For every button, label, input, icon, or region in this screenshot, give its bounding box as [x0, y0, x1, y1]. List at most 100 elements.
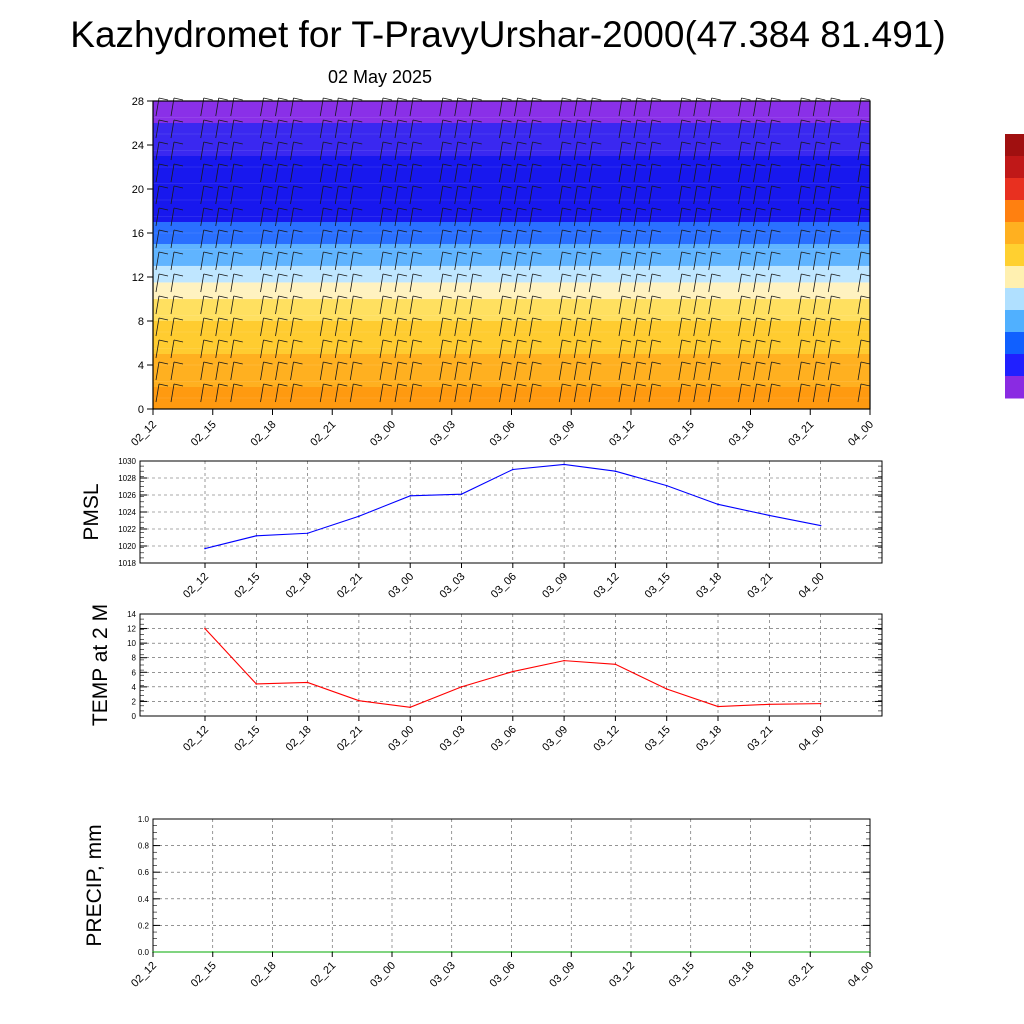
wind-barb-feather [203, 361, 213, 365]
wind-barb [827, 251, 832, 271]
wind-barb [379, 273, 384, 293]
wind-barb-feather [801, 339, 811, 343]
wind-barb-feather [741, 383, 751, 387]
wind-barb [200, 317, 205, 337]
wind-barb [349, 361, 354, 381]
wind-barb [260, 141, 264, 161]
wind-barb-feather [412, 339, 423, 343]
data-point [563, 463, 565, 466]
wind-barb-feather [323, 295, 333, 299]
wind-barb-feather [323, 361, 333, 365]
wind-barb-feather [442, 185, 452, 189]
wind-barb-feather [562, 119, 572, 123]
wind-barb-feather [696, 383, 706, 387]
wind-barb-feather [233, 251, 243, 255]
wind-barb-feather [338, 251, 348, 255]
wind-barb [648, 273, 653, 293]
wind-barb-feather [592, 383, 602, 387]
wind-barb [812, 251, 817, 271]
wind-barb [514, 383, 518, 403]
wind-barb-feather [158, 339, 169, 343]
wind-barb [215, 339, 220, 359]
wind-barb-feather [621, 141, 632, 145]
wind-barb-feather [771, 163, 781, 167]
wind-barb [812, 383, 817, 403]
x-tick-label: 03_21 [745, 724, 775, 754]
wind-barb-feather [338, 273, 348, 277]
x-tick-label: 03_00 [386, 724, 416, 754]
wind-barb [708, 229, 713, 249]
wind-barb [215, 273, 220, 293]
wind-barb [275, 251, 279, 271]
y-tick-label: 12 [132, 272, 144, 284]
wind-barb [394, 141, 399, 161]
wind-barb [797, 163, 802, 183]
wind-barb-feather [801, 229, 811, 233]
wind-barb-feather [517, 185, 527, 189]
wind-barb [529, 229, 533, 249]
wind-barb [230, 141, 235, 161]
heatmap-band-1 [153, 354, 870, 387]
wind-barb [439, 383, 444, 403]
wind-barb [409, 185, 414, 205]
wind-barb-feather [771, 273, 781, 277]
wind-barb [215, 317, 220, 337]
wind-barb [439, 317, 444, 337]
data-point [665, 688, 668, 690]
wind-barb [379, 207, 384, 227]
wind-barb [319, 207, 324, 227]
wind-barb-feather [472, 141, 482, 145]
wind-barb-feather [382, 119, 393, 123]
wind-barb [529, 251, 533, 271]
wind-barb-feather [711, 119, 721, 123]
wind-barb [633, 273, 638, 293]
wind-barb-feather [293, 229, 303, 233]
wind-barb [753, 207, 757, 227]
wind-barb-feather [711, 383, 721, 387]
wind-barb [693, 361, 698, 381]
wind-barb-feather [756, 251, 766, 255]
wind-barb-feather [532, 207, 542, 211]
x-tick-label: 03_00 [368, 960, 398, 990]
wind-barb-feather [158, 317, 169, 321]
wind-barb-feather [338, 185, 348, 189]
wind-barb-feather [502, 141, 512, 145]
x-tick-label: 02_15 [189, 960, 219, 990]
wind-barb [633, 229, 638, 249]
wind-barb [558, 141, 563, 161]
wind-barb [514, 339, 518, 359]
wind-barb [648, 339, 653, 359]
wind-barb [379, 251, 384, 271]
wind-barb-feather [696, 207, 706, 211]
wind-barb [469, 207, 474, 227]
wind-barb-feather [816, 97, 826, 101]
wind-barb [558, 251, 563, 271]
wind-barb [797, 383, 802, 403]
wind-barb-feather [621, 273, 632, 277]
wind-barb-feather [218, 119, 228, 123]
wind-barb [155, 141, 160, 161]
x-tick-label: 03_03 [428, 960, 458, 990]
wind-barb-feather [860, 97, 871, 101]
wind-barb-feather [696, 119, 706, 123]
wind-barb-feather [696, 361, 706, 365]
wind-barb-feather [592, 361, 602, 365]
wind-barb-feather [801, 383, 811, 387]
wind-barb [349, 273, 354, 293]
wind-barb [797, 185, 802, 205]
wind-barb [155, 163, 160, 183]
wind-barb [379, 229, 384, 249]
wind-barb [708, 185, 713, 205]
wind-barb-feather [771, 229, 781, 233]
wind-barb [558, 229, 563, 249]
wind-barb [469, 273, 474, 293]
wind-barb [275, 207, 279, 227]
wind-barb [588, 163, 593, 183]
wind-barb-feather [323, 185, 333, 189]
wind-barb-feather [621, 97, 632, 101]
heatmap-band-0 [153, 387, 870, 409]
wind-barb-feather [412, 141, 423, 145]
wind-barb-feather [801, 317, 811, 321]
wind-barb [812, 295, 817, 315]
wind-barb [827, 317, 832, 337]
